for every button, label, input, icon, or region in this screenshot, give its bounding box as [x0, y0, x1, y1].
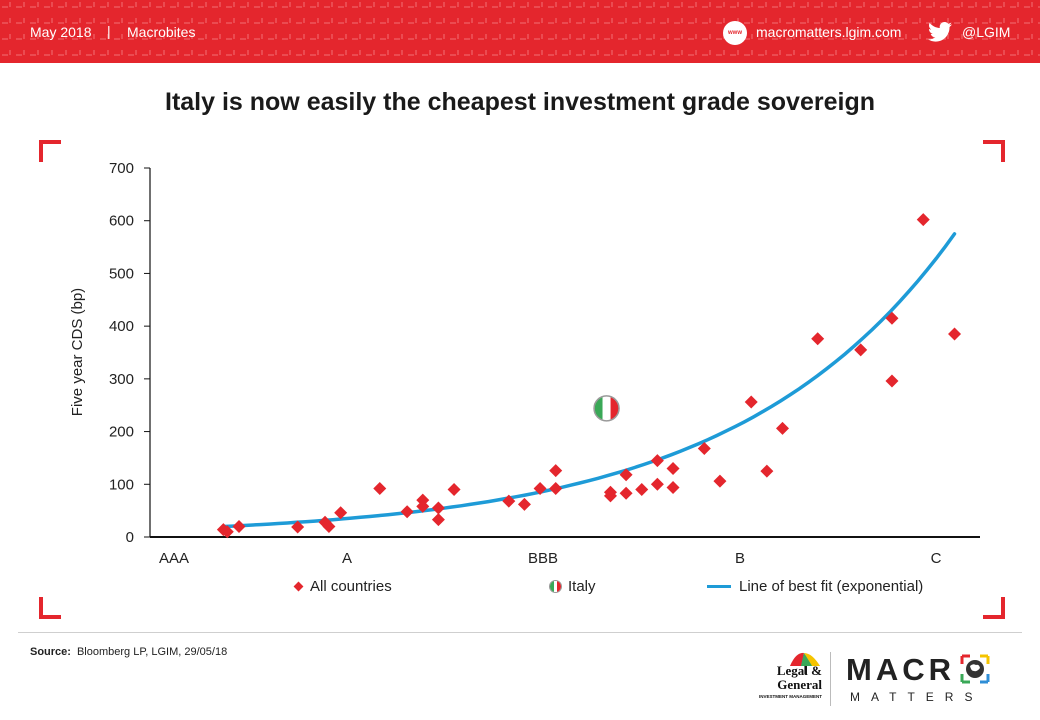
country-point — [431, 501, 445, 515]
country-point — [619, 486, 633, 500]
report-date: May 2018 — [30, 24, 92, 40]
x-tick-label: B — [735, 550, 745, 567]
legend-label-all-countries: All countries — [310, 578, 392, 595]
logo-divider — [830, 652, 831, 706]
country-point — [650, 477, 664, 491]
logo-text-legal: Legal & — [776, 663, 822, 678]
country-point — [603, 489, 617, 503]
y-tick-label: 400 — [109, 318, 134, 335]
country-point — [776, 421, 789, 435]
corner-mark-bottom-left — [39, 597, 61, 619]
country-point — [549, 482, 563, 496]
logo-subtitle: INVESTMENT MANAGEMENT — [759, 694, 822, 699]
series-name: Macrobites — [127, 24, 196, 40]
italy-point — [593, 395, 620, 422]
country-point — [713, 474, 727, 488]
y-tick-label: 500 — [109, 265, 134, 282]
country-point — [916, 213, 930, 227]
country-point — [517, 497, 531, 511]
y-tick-label: 700 — [109, 160, 134, 177]
diamond-marker-icon — [293, 581, 304, 592]
x-tick-label: C — [931, 550, 942, 567]
legend-item-best-fit: Line of best fit (exponential) — [707, 578, 923, 595]
country-point — [948, 327, 962, 341]
y-tick-label: 200 — [109, 424, 134, 441]
x-tick-label: AAA — [159, 550, 189, 567]
country-point — [697, 441, 711, 455]
country-point — [666, 480, 680, 494]
y-tick-label: 300 — [109, 371, 134, 388]
www-icon[interactable]: www — [723, 21, 747, 45]
x-tick-label: BBB — [528, 550, 558, 567]
source-text: Bloomberg LP, LGIM, 29/05/18 — [76, 646, 228, 658]
country-point — [854, 343, 868, 357]
y-tick-label: 0 — [126, 529, 134, 546]
header-separator: | — [107, 23, 111, 39]
best-fit-line — [221, 232, 957, 529]
country-point — [650, 454, 664, 468]
legend-label-best-fit: Line of best fit (exponential) — [739, 578, 924, 595]
x-tick-label: A — [342, 550, 352, 567]
country-point — [533, 482, 547, 496]
country-point — [666, 461, 680, 475]
legend-item-all-countries: All countries — [293, 578, 392, 595]
legal-general-logo: Legal & General INVESTMENT MANAGEMENT — [752, 652, 822, 708]
source-note: Source: Bloomberg LP, LGIM, 29/05/18 — [30, 646, 227, 658]
country-point — [291, 520, 305, 534]
line-marker-icon — [707, 585, 731, 588]
country-point — [760, 464, 774, 478]
legend-label-italy: Italy — [568, 578, 596, 595]
header-pattern — [0, 0, 1040, 63]
country-point — [447, 483, 461, 497]
legend-item-italy: Italy — [549, 578, 596, 595]
country-point — [885, 374, 899, 388]
country-point — [220, 525, 234, 539]
matters-wordmark: MATTERS — [850, 690, 984, 704]
corner-mark-top-left — [39, 140, 61, 162]
country-point — [744, 395, 758, 409]
umbrella-icon — [790, 652, 820, 674]
y-axis-label: Five year CDS (bp) — [69, 288, 86, 416]
corner-mark-bottom-right — [983, 597, 1005, 619]
header-bar: May 2018 | Macrobites www macromatters.l… — [0, 0, 1040, 63]
country-point — [431, 513, 445, 527]
y-tick-label: 600 — [109, 213, 134, 230]
country-point — [885, 311, 899, 325]
chart-title: Italy is now easily the cheapest investm… — [165, 88, 875, 116]
corner-mark-top-right — [983, 140, 1005, 162]
country-point — [549, 464, 563, 478]
logo-text-general: General — [777, 677, 822, 692]
footer-divider — [18, 632, 1022, 633]
website-link[interactable]: macromatters.lgim.com — [756, 24, 902, 40]
country-point — [416, 499, 430, 513]
country-point — [373, 482, 387, 496]
country-point — [635, 483, 649, 497]
country-point — [400, 505, 414, 519]
twitter-handle[interactable]: @LGIM — [962, 24, 1011, 40]
macro-wordmark: MACR — [846, 652, 955, 687]
country-point — [232, 519, 246, 533]
country-point — [619, 468, 633, 482]
y-tick-label: 100 — [109, 476, 134, 493]
source-label: Source: — [30, 646, 71, 658]
twitter-icon[interactable] — [928, 22, 952, 42]
country-point — [502, 494, 516, 508]
country-point — [334, 506, 348, 520]
country-point — [811, 332, 825, 346]
country-point — [322, 519, 336, 533]
globe-o-icon — [960, 654, 990, 684]
italy-flag-icon — [549, 580, 562, 593]
